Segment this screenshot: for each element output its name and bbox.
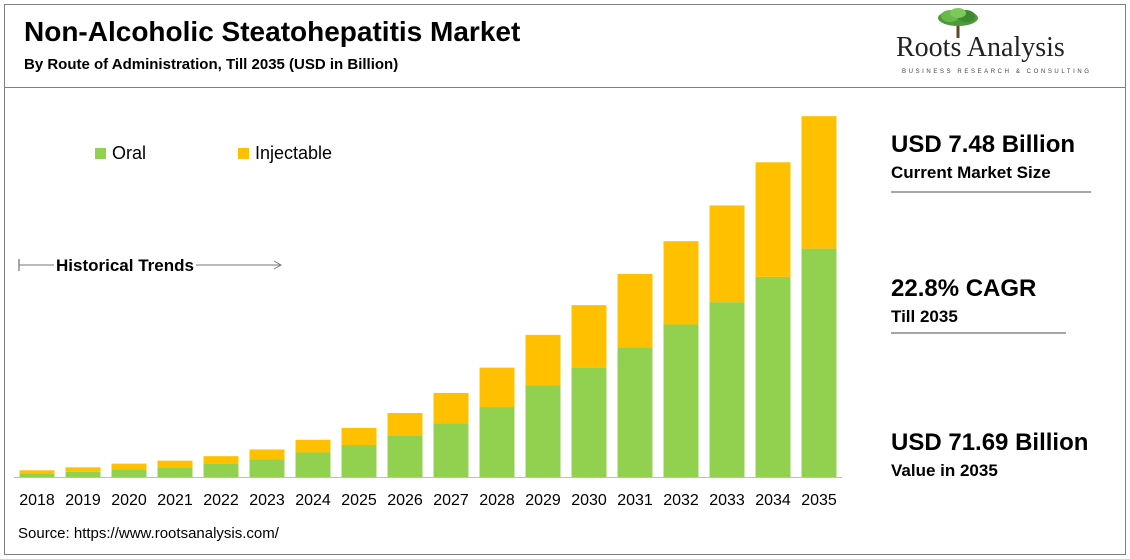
- bar-oral-2021: [157, 467, 193, 477]
- stat-2035-value: USD 71.69 Billion Value in 2035: [891, 429, 1088, 481]
- bar-oral-2032: [663, 324, 699, 477]
- x-tick-label: 2035: [801, 492, 837, 509]
- x-tick-label: 2029: [525, 492, 561, 509]
- bar-injectable-2019: [65, 467, 101, 472]
- stacked-bar-chart: 2018 2019 2020 2021 2022 2023 2024 2025 2026 2027…: [14, 116, 842, 509]
- tree-icon: [938, 8, 978, 38]
- bar-injectable-2034: [755, 162, 791, 277]
- bar-oral-2024: [295, 452, 331, 477]
- bar-injectable-2032: [663, 241, 699, 325]
- bar-injectable-2028: [479, 367, 515, 408]
- legend-label-injectable: Injectable: [255, 143, 333, 163]
- x-tick-label: 2032: [663, 492, 699, 509]
- historical-trends-annotation: Historical Trends: [18, 256, 288, 276]
- bar-oral-2019: [65, 471, 101, 477]
- x-tick-label: 2031: [617, 492, 653, 509]
- chart-frame: [4, 4, 1126, 555]
- x-tick-label: 2021: [157, 492, 193, 509]
- bar-oral-2025: [341, 445, 377, 477]
- logo: Roots Analysis BUSINESS RESEARCH & CONSU…: [896, 6, 1106, 81]
- source-note: Source: https://www.rootsanalysis.com/: [18, 525, 279, 542]
- stat-current-size-value: USD 7.48 Billion: [891, 131, 1076, 158]
- x-tick-label: 2030: [571, 492, 607, 509]
- stat-divider: [891, 191, 1091, 193]
- stat-current-size: USD 7.48 Billion Current Market Size: [891, 131, 1075, 183]
- stat-cagr: 22.8% CAGR Till 2035: [891, 275, 1036, 327]
- historical-trends-label: Historical Trends: [54, 256, 196, 276]
- bar-injectable-2024: [295, 439, 331, 453]
- bar-oral-2035: [801, 248, 837, 477]
- x-tick-label: 2033: [709, 492, 745, 509]
- bar-oral-2026: [387, 435, 423, 477]
- bar-injectable-2026: [387, 413, 423, 436]
- legend-item-oral: Oral: [95, 143, 146, 164]
- bar-injectable-2022: [203, 456, 239, 464]
- stat-2035-value-value: USD 71.69 Billion: [891, 429, 1089, 456]
- bar-oral-2018: [19, 473, 55, 477]
- stat-current-size-label: Current Market Size: [891, 163, 1051, 182]
- bar-oral-2020: [111, 469, 147, 477]
- bar-oral-2029: [525, 385, 561, 477]
- bar-oral-2023: [249, 459, 285, 477]
- bar-oral-2033: [709, 302, 745, 477]
- bar-injectable-2030: [571, 305, 607, 368]
- bar-injectable-2029: [525, 334, 561, 386]
- bar-injectable-2021: [157, 460, 193, 468]
- x-tick-label: 2020: [111, 492, 147, 509]
- bar-oral-2022: [203, 463, 239, 477]
- bar-oral-2031: [617, 347, 653, 477]
- legend-swatch-injectable: [238, 147, 249, 159]
- x-tick-label: 2034: [755, 492, 791, 509]
- header: Non-Alcoholic Steatohepatitis Market By …: [4, 4, 1126, 88]
- bar-oral-2030: [571, 367, 607, 477]
- x-tick-label: 2028: [479, 492, 515, 509]
- bar-oral-2028: [479, 407, 515, 477]
- stat-cagr-value: 22.8% CAGR: [891, 275, 1037, 302]
- stat-cagr-label: Till 2035: [891, 307, 958, 326]
- logo-tagline: BUSINESS RESEARCH & CONSULTING: [902, 69, 1092, 75]
- x-tick-label: 2018: [19, 492, 55, 509]
- bar-injectable-2033: [709, 205, 745, 303]
- x-tick-label: 2027: [433, 492, 469, 509]
- x-tick-label: 2019: [65, 492, 101, 509]
- legend-item-injectable: Injectable: [238, 143, 332, 164]
- page-subtitle: By Route of Administration, Till 2035 (U…: [24, 56, 399, 73]
- legend-label-oral: Oral: [112, 143, 147, 163]
- bar-injectable-2023: [249, 449, 285, 460]
- x-tick-label: 2026: [387, 492, 423, 509]
- x-tick-label: 2024: [295, 492, 331, 509]
- legend-swatch-oral: [95, 147, 106, 159]
- bar-oral-2027: [433, 423, 469, 477]
- logo-name: Roots Analysis: [896, 32, 1065, 63]
- bar-injectable-2025: [341, 427, 377, 446]
- stat-divider: [891, 332, 1066, 334]
- x-tick-label: 2023: [249, 492, 285, 509]
- bar-injectable-2031: [617, 273, 653, 348]
- x-tick-label: 2025: [341, 492, 377, 509]
- bar-oral-2034: [755, 276, 791, 477]
- stat-2035-value-label: Value in 2035: [891, 461, 998, 480]
- x-tick-label: 2022: [203, 492, 239, 509]
- page-title: Non-Alcoholic Steatohepatitis Market: [24, 16, 521, 47]
- bar-injectable-2035: [801, 116, 837, 249]
- bar-injectable-2027: [433, 392, 469, 424]
- bar-injectable-2018: [19, 470, 55, 474]
- bar-injectable-2020: [111, 463, 147, 470]
